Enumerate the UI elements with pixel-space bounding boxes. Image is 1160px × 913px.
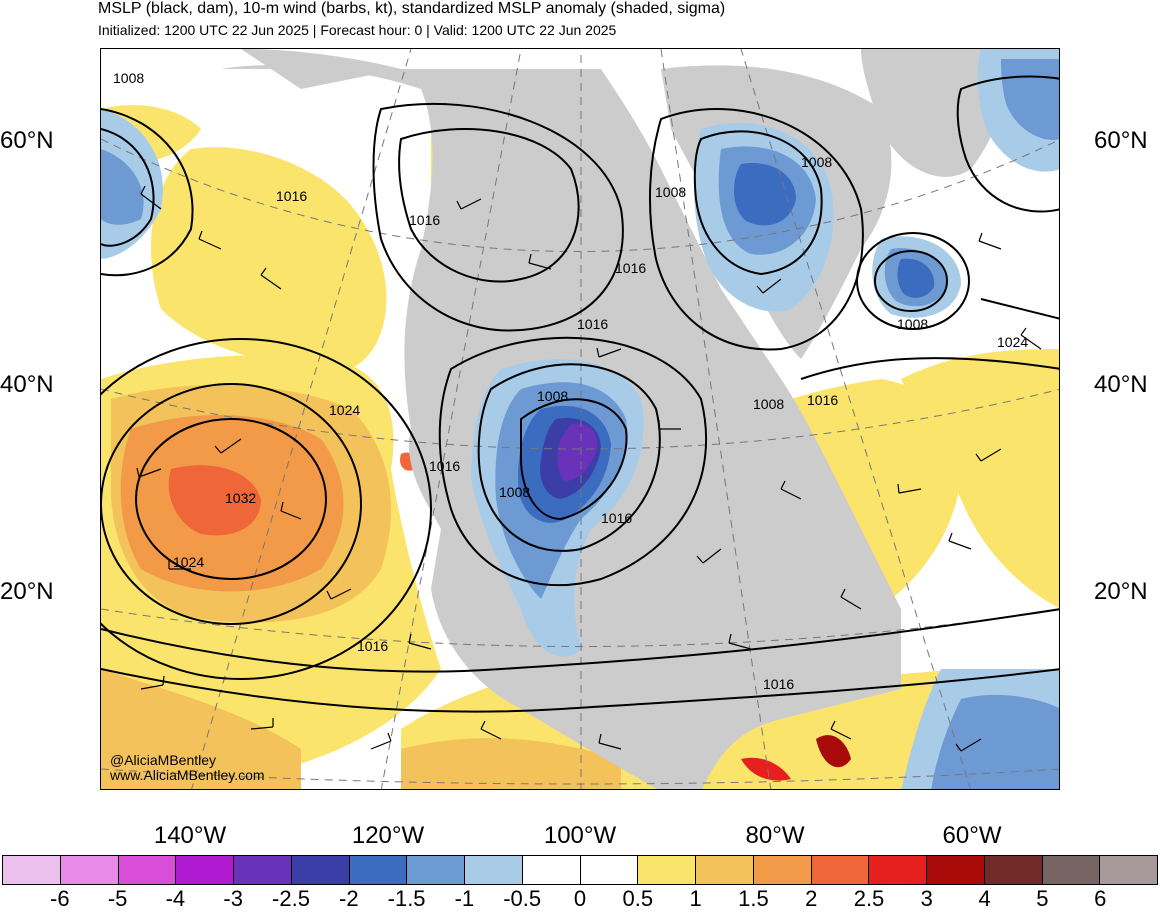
isobar-label: 1016 xyxy=(357,638,388,654)
isobar-label: 1024 xyxy=(997,334,1028,350)
isobar-label: 1008 xyxy=(801,154,832,170)
colorbar-cell xyxy=(1042,856,1101,884)
colorbar-tick-label: -4 xyxy=(165,886,186,911)
isobar-label: 1008 xyxy=(537,388,568,404)
colorbar-cell xyxy=(580,856,639,884)
colorbar-tick-label: -2 xyxy=(339,886,359,911)
colorbar-cell xyxy=(60,856,119,884)
isobar-label: 1024 xyxy=(173,554,204,570)
colorbar-cell xyxy=(638,856,696,884)
map-canvas: 1008 1016 1016 1008 1008 1016 1016 1008 … xyxy=(101,49,1059,789)
colorbar-cell xyxy=(234,856,292,884)
lat-label-right: 40°N xyxy=(1094,371,1148,398)
colorbar-tick-label: -1.5 xyxy=(387,886,426,911)
colorbar-tick-label: -1 xyxy=(454,886,475,911)
colorbar-tick-label: 1 xyxy=(689,886,702,911)
credit-website: www.AliciaMBentley.com xyxy=(110,767,265,783)
isobar-label: 1032 xyxy=(225,490,256,506)
colorbar-tick-label: 4 xyxy=(978,886,991,911)
isobar-label: 1008 xyxy=(655,184,686,200)
colorbar-cell xyxy=(349,856,408,884)
isobar-label: 1016 xyxy=(763,676,794,692)
lat-label-right: 20°N xyxy=(1094,578,1148,605)
lat-label-right: 60°N xyxy=(1094,127,1148,154)
colorbar-cell xyxy=(407,856,465,884)
colorbar-cell xyxy=(696,856,754,884)
anomaly-colorbar xyxy=(2,855,1158,885)
colorbar-cell xyxy=(176,856,234,884)
colorbar-tick-label: -5 xyxy=(107,886,128,911)
isobar-label: 1008 xyxy=(897,316,928,332)
colorbar-tick-label: 2 xyxy=(805,886,818,911)
colorbar-cell xyxy=(522,856,581,884)
colorbar-cell xyxy=(927,856,985,884)
lat-label-left: 60°N xyxy=(0,127,54,154)
colorbar-tick-label: 1.5 xyxy=(738,886,769,911)
isobar-label: 1008 xyxy=(113,70,144,86)
colorbar-tick-label: 0.5 xyxy=(622,886,654,911)
map-subtitle: Initialized: 1200 UTC 22 Jun 2025 | Fore… xyxy=(98,22,617,38)
colorbar-cell xyxy=(811,856,870,884)
negative-anomaly-shading xyxy=(101,49,1059,789)
colorbar-cell xyxy=(869,856,927,884)
colorbar-tick-label: -2.5 xyxy=(272,886,310,911)
colorbar-cell xyxy=(291,856,350,884)
colorbar-cell xyxy=(3,856,61,884)
isobar-label: 1008 xyxy=(753,396,784,412)
colorbar-tick-label: -3 xyxy=(223,886,243,911)
colorbar-tick-label: 6 xyxy=(1094,886,1107,911)
isobar-label: 1016 xyxy=(577,316,608,332)
weather-map: 1008 1016 1016 1008 1008 1016 1016 1008 … xyxy=(100,48,1060,790)
colorbar-tick-label: 3 xyxy=(920,886,933,911)
isobars xyxy=(101,75,1059,713)
colorbar-tick-label: 2.5 xyxy=(853,886,885,911)
isobar-label: 1016 xyxy=(409,212,440,228)
colorbar-tick-label: -6 xyxy=(50,886,70,911)
lon-label: 100°W xyxy=(543,822,617,849)
wind-barbs xyxy=(136,185,1042,752)
isobar-label: 1016 xyxy=(276,188,307,204)
colorbar-cell xyxy=(465,856,523,884)
colorbar-tick-label: 0 xyxy=(573,886,587,911)
colorbar-cell xyxy=(753,856,812,884)
lat-label-left: 40°N xyxy=(0,371,54,398)
colorbar-cell xyxy=(1100,856,1157,884)
isobar-label: 1016 xyxy=(601,510,632,526)
lon-label: 140°W xyxy=(153,822,227,849)
isobar-label: 1008 xyxy=(499,484,530,500)
credit-handle: @AliciaMBentley xyxy=(110,752,217,768)
colorbar-tick-label: 5 xyxy=(1036,886,1049,911)
isobar-label: 1016 xyxy=(615,260,646,276)
map-title: MSLP (black, dam), 10-m wind (barbs, kt)… xyxy=(98,0,726,17)
positive-anomaly-peak xyxy=(168,452,851,781)
lon-label: 120°W xyxy=(351,822,425,849)
colorbar-tick-label: -0.5 xyxy=(503,886,542,911)
isobar-label: 1024 xyxy=(329,402,360,418)
isobar-labels: 1008 1016 1016 1008 1008 1016 1016 1008 … xyxy=(113,70,1028,692)
lat-label-left: 20°N xyxy=(0,578,54,605)
isobar-label: 1016 xyxy=(429,458,460,474)
lon-label: 60°W xyxy=(942,822,1002,849)
colorbar-cell xyxy=(118,856,177,884)
colorbar-cell xyxy=(984,856,1043,884)
lon-label: 80°W xyxy=(745,822,805,849)
isobar-label: 1016 xyxy=(807,392,838,408)
